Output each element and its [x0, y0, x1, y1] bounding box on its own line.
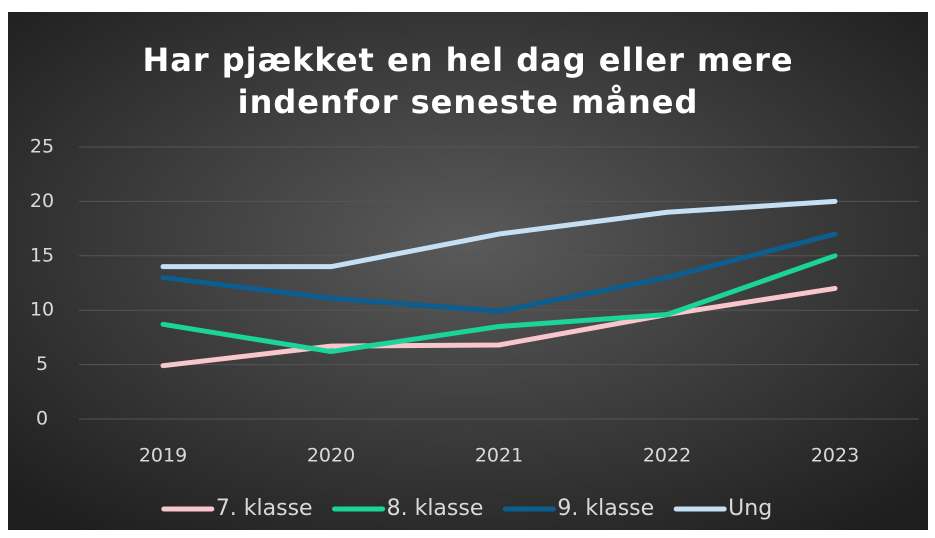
legend-label: Ung — [728, 496, 772, 521]
x-tick-label: 2023 — [811, 445, 859, 467]
legend-label: 8. klasse — [387, 496, 484, 521]
series-line — [160, 285, 838, 369]
y-tick-label: 0 — [36, 408, 48, 430]
chart-background — [8, 12, 928, 530]
x-tick-label: 2020 — [307, 445, 355, 467]
x-tick-label: 2019 — [139, 445, 187, 467]
series-line — [160, 198, 838, 270]
y-tick-label: 25 — [30, 136, 54, 158]
y-tick-label: 5 — [36, 353, 48, 375]
series-line — [160, 253, 838, 355]
legend-label: 7. klasse — [216, 496, 313, 521]
x-tick-label: 2021 — [475, 445, 523, 467]
y-tick-label: 15 — [30, 244, 54, 266]
chart-title: Har pjækket en hel dag eller mere — [142, 41, 793, 79]
x-tick-label: 2022 — [643, 445, 691, 467]
chart-title: indenfor seneste måned — [238, 83, 699, 121]
y-tick-label: 10 — [30, 299, 54, 321]
series-line — [160, 231, 838, 314]
y-tick-label: 20 — [30, 190, 54, 212]
legend-label: 9. klasse — [557, 496, 654, 521]
